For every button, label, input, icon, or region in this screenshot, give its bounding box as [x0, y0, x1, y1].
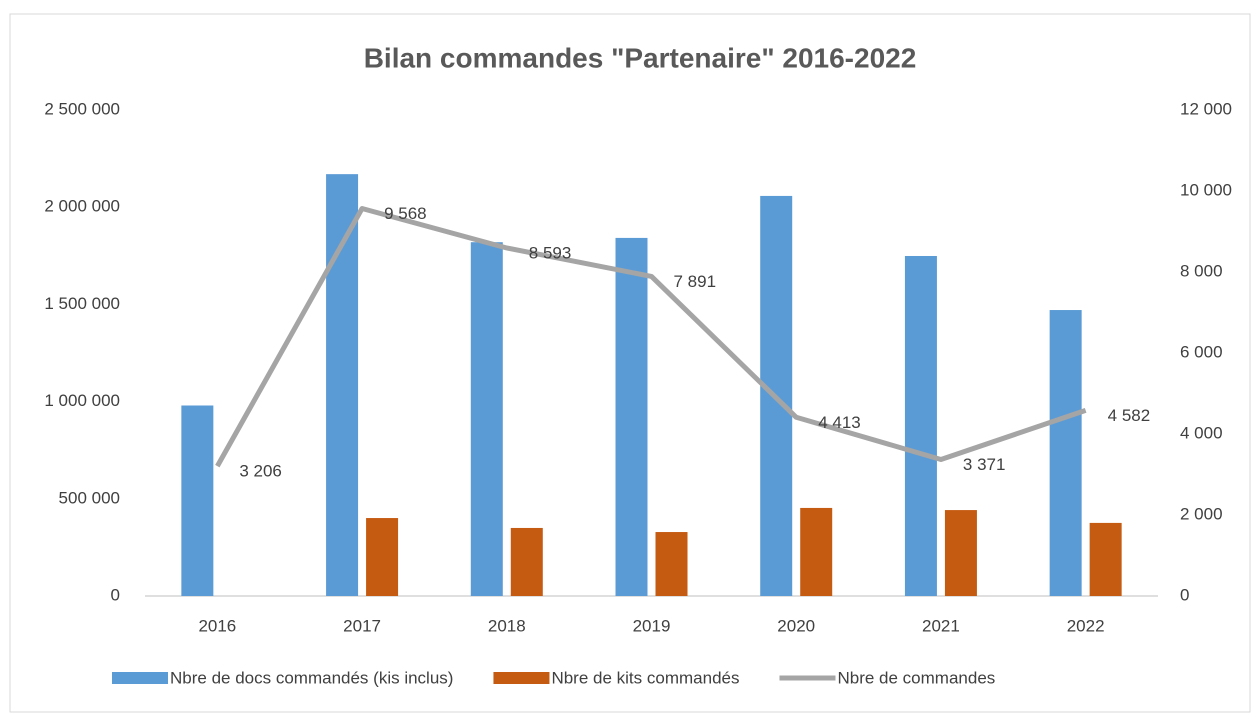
- bar: [510, 527, 543, 596]
- bar: [326, 174, 359, 597]
- y2-tick-label: 0: [1180, 585, 1189, 604]
- legend-label: Nbre de commandes: [837, 668, 995, 687]
- x-tick-label: 2021: [922, 616, 960, 635]
- y2-tick-label: 10 000: [1180, 180, 1232, 199]
- bar: [655, 532, 688, 596]
- y-tick-label: 1 000 000: [44, 391, 120, 410]
- x-tick-label: 2022: [1067, 616, 1105, 635]
- y2-tick-label: 8 000: [1180, 261, 1223, 280]
- bar: [181, 405, 214, 596]
- bar: [800, 507, 833, 596]
- legend-swatch: [493, 672, 550, 684]
- bar: [470, 242, 503, 596]
- bar: [366, 518, 399, 596]
- legend-label: Nbre de docs commandés (kis inclus): [170, 668, 453, 687]
- data-label: 4 413: [818, 413, 861, 432]
- x-tick-label: 2020: [777, 616, 815, 635]
- data-label: 3 371: [963, 455, 1006, 474]
- y2-tick-label: 12 000: [1180, 99, 1232, 118]
- y-tick-label: 2 500 000: [44, 99, 120, 118]
- x-tick-label: 2018: [488, 616, 526, 635]
- x-tick-label: 2016: [198, 616, 236, 635]
- data-label: 9 568: [384, 204, 427, 223]
- data-label: 4 582: [1108, 406, 1151, 425]
- y2-tick-label: 6 000: [1180, 342, 1223, 361]
- legend-swatch: [112, 672, 168, 684]
- data-label: 7 891: [674, 272, 717, 291]
- y-tick-label: 0: [111, 585, 120, 604]
- data-label: 8 593: [529, 243, 572, 262]
- bar: [1089, 522, 1122, 596]
- data-label: 3 206: [239, 462, 282, 481]
- y-tick-label: 1 500 000: [44, 294, 120, 313]
- y2-tick-label: 2 000: [1180, 504, 1223, 523]
- bar: [944, 510, 977, 596]
- bar: [904, 255, 937, 597]
- y-tick-label: 500 000: [59, 488, 120, 507]
- y2-tick-label: 4 000: [1180, 423, 1223, 442]
- bar: [615, 237, 648, 596]
- x-tick-label: 2017: [343, 616, 381, 635]
- chart-title: Bilan commandes "Partenaire" 2016-2022: [364, 42, 917, 73]
- legend-label: Nbre de kits commandés: [551, 668, 739, 687]
- bar: [1049, 310, 1082, 596]
- x-tick-label: 2019: [633, 616, 671, 635]
- y-tick-label: 2 000 000: [44, 197, 120, 216]
- line: [215, 205, 1087, 468]
